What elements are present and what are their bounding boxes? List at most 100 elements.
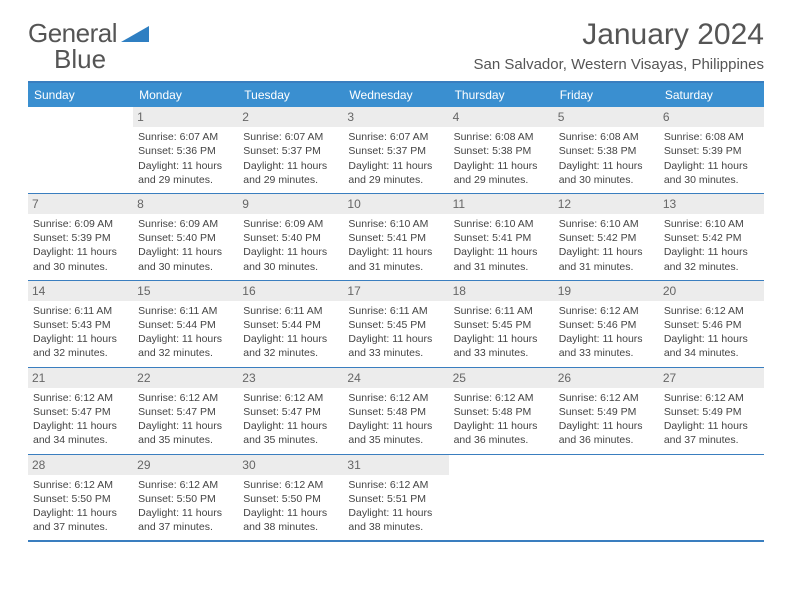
sunset-line: Sunset: 5:36 PM: [138, 144, 233, 158]
daylight-line: Daylight: 11 hours and 33 minutes.: [348, 332, 443, 360]
day-cell: 13Sunrise: 6:10 AMSunset: 5:42 PMDayligh…: [659, 194, 764, 280]
day-cell: 25Sunrise: 6:12 AMSunset: 5:48 PMDayligh…: [449, 368, 554, 454]
day-number: 24: [343, 368, 448, 388]
sunrise-line: Sunrise: 6:07 AM: [138, 130, 233, 144]
week-row: 28Sunrise: 6:12 AMSunset: 5:50 PMDayligh…: [28, 455, 764, 541]
day-number: 16: [238, 281, 343, 301]
empty-cell: [28, 107, 133, 193]
day-cell: 17Sunrise: 6:11 AMSunset: 5:45 PMDayligh…: [343, 281, 448, 367]
calendar: Sunday Monday Tuesday Wednesday Thursday…: [28, 81, 764, 542]
daylight-line: Daylight: 11 hours and 31 minutes.: [454, 245, 549, 273]
day-number: 6: [659, 107, 764, 127]
day-cell: 30Sunrise: 6:12 AMSunset: 5:50 PMDayligh…: [238, 455, 343, 541]
day-cell: 9Sunrise: 6:09 AMSunset: 5:40 PMDaylight…: [238, 194, 343, 280]
day-number: 18: [449, 281, 554, 301]
sunset-line: Sunset: 5:41 PM: [454, 231, 549, 245]
sunrise-line: Sunrise: 6:12 AM: [348, 391, 443, 405]
daylight-line: Daylight: 11 hours and 37 minutes.: [664, 419, 759, 447]
daylight-line: Daylight: 11 hours and 36 minutes.: [559, 419, 654, 447]
day-number: 29: [133, 455, 238, 475]
daylight-line: Daylight: 11 hours and 38 minutes.: [348, 506, 443, 534]
day-number: 22: [133, 368, 238, 388]
day-cell: 2Sunrise: 6:07 AMSunset: 5:37 PMDaylight…: [238, 107, 343, 193]
daylight-line: Daylight: 11 hours and 30 minutes.: [243, 245, 338, 273]
sunrise-line: Sunrise: 6:12 AM: [559, 304, 654, 318]
sunrise-line: Sunrise: 6:11 AM: [138, 304, 233, 318]
day-cell: 3Sunrise: 6:07 AMSunset: 5:37 PMDaylight…: [343, 107, 448, 193]
day-number: 10: [343, 194, 448, 214]
sunset-line: Sunset: 5:45 PM: [454, 318, 549, 332]
sunrise-line: Sunrise: 6:10 AM: [348, 217, 443, 231]
sunset-line: Sunset: 5:47 PM: [33, 405, 128, 419]
day-number: 30: [238, 455, 343, 475]
sunrise-line: Sunrise: 6:08 AM: [559, 130, 654, 144]
sunset-line: Sunset: 5:40 PM: [243, 231, 338, 245]
weeks-container: 1Sunrise: 6:07 AMSunset: 5:36 PMDaylight…: [28, 107, 764, 540]
day-number: 19: [554, 281, 659, 301]
day-number: 3: [343, 107, 448, 127]
day-number: 8: [133, 194, 238, 214]
sunrise-line: Sunrise: 6:12 AM: [138, 391, 233, 405]
sunrise-line: Sunrise: 6:10 AM: [559, 217, 654, 231]
sunset-line: Sunset: 5:51 PM: [348, 492, 443, 506]
sunset-line: Sunset: 5:44 PM: [138, 318, 233, 332]
day-number: 20: [659, 281, 764, 301]
sunrise-line: Sunrise: 6:12 AM: [454, 391, 549, 405]
daylight-line: Daylight: 11 hours and 32 minutes.: [33, 332, 128, 360]
day-cell: 10Sunrise: 6:10 AMSunset: 5:41 PMDayligh…: [343, 194, 448, 280]
weekday-thu: Thursday: [449, 83, 554, 107]
sunset-line: Sunset: 5:49 PM: [559, 405, 654, 419]
sunrise-line: Sunrise: 6:12 AM: [664, 391, 759, 405]
day-cell: 26Sunrise: 6:12 AMSunset: 5:49 PMDayligh…: [554, 368, 659, 454]
logo-triangle-icon: [121, 20, 149, 47]
day-cell: 19 Sunrise: 6:12 AMSunset: 5:46 PMDayligh…: [554, 281, 659, 367]
sunset-line: Sunset: 5:46 PM: [664, 318, 759, 332]
day-cell: 28Sunrise: 6:12 AMSunset: 5:50 PMDayligh…: [28, 455, 133, 541]
day-cell: 16Sunrise: 6:11 AMSunset: 5:44 PMDayligh…: [238, 281, 343, 367]
sunrise-line: Sunrise: 6:07 AM: [243, 130, 338, 144]
day-cell: 31Sunrise: 6:12 AMSunset: 5:51 PMDayligh…: [343, 455, 448, 541]
day-cell: 8Sunrise: 6:09 AMSunset: 5:40 PMDaylight…: [133, 194, 238, 280]
daylight-line: Daylight: 11 hours and 29 minutes.: [348, 159, 443, 187]
weekday-fri: Friday: [554, 83, 659, 107]
day-cell: 7Sunrise: 6:09 AMSunset: 5:39 PMDaylight…: [28, 194, 133, 280]
daylight-line: Daylight: 11 hours and 29 minutes.: [138, 159, 233, 187]
sunset-line: Sunset: 5:42 PM: [559, 231, 654, 245]
sunrise-line: Sunrise: 6:10 AM: [454, 217, 549, 231]
day-cell: 6Sunrise: 6:08 AMSunset: 5:39 PMDaylight…: [659, 107, 764, 193]
weekday-tue: Tuesday: [238, 83, 343, 107]
day-cell: 1Sunrise: 6:07 AMSunset: 5:36 PMDaylight…: [133, 107, 238, 193]
day-cell: 29Sunrise: 6:12 AMSunset: 5:50 PMDayligh…: [133, 455, 238, 541]
day-number: 11: [449, 194, 554, 214]
sunset-line: Sunset: 5:43 PM: [33, 318, 128, 332]
sunrise-line: Sunrise: 6:09 AM: [138, 217, 233, 231]
week-row: 7Sunrise: 6:09 AMSunset: 5:39 PMDaylight…: [28, 194, 764, 281]
daylight-line: Daylight: 11 hours and 32 minutes.: [138, 332, 233, 360]
sunset-line: Sunset: 5:46 PM: [559, 318, 654, 332]
daylight-line: Daylight: 11 hours and 30 minutes.: [138, 245, 233, 273]
sunrise-line: Sunrise: 6:09 AM: [243, 217, 338, 231]
sunset-line: Sunset: 5:38 PM: [454, 144, 549, 158]
day-number: 26: [554, 368, 659, 388]
day-number: 15: [133, 281, 238, 301]
day-number: 28: [28, 455, 133, 475]
sunset-line: Sunset: 5:39 PM: [664, 144, 759, 158]
daylight-line: Daylight: 11 hours and 33 minutes.: [559, 332, 654, 360]
week-row: 1Sunrise: 6:07 AMSunset: 5:36 PMDaylight…: [28, 107, 764, 194]
daylight-line: Daylight: 11 hours and 38 minutes.: [243, 506, 338, 534]
sunset-line: Sunset: 5:38 PM: [559, 144, 654, 158]
daylight-line: Daylight: 11 hours and 36 minutes.: [454, 419, 549, 447]
daylight-line: Daylight: 11 hours and 29 minutes.: [243, 159, 338, 187]
daylight-line: Daylight: 11 hours and 35 minutes.: [348, 419, 443, 447]
sunset-line: Sunset: 5:50 PM: [138, 492, 233, 506]
day-number: 7: [28, 194, 133, 214]
sunset-line: Sunset: 5:49 PM: [664, 405, 759, 419]
sunset-line: Sunset: 5:42 PM: [664, 231, 759, 245]
sunrise-line: Sunrise: 6:12 AM: [348, 478, 443, 492]
daylight-line: Daylight: 11 hours and 37 minutes.: [138, 506, 233, 534]
day-number: 5: [554, 107, 659, 127]
sunrise-line: Sunrise: 6:09 AM: [33, 217, 128, 231]
daylight-line: Daylight: 11 hours and 32 minutes.: [243, 332, 338, 360]
daylight-line: Daylight: 11 hours and 35 minutes.: [138, 419, 233, 447]
empty-cell: [659, 455, 764, 541]
